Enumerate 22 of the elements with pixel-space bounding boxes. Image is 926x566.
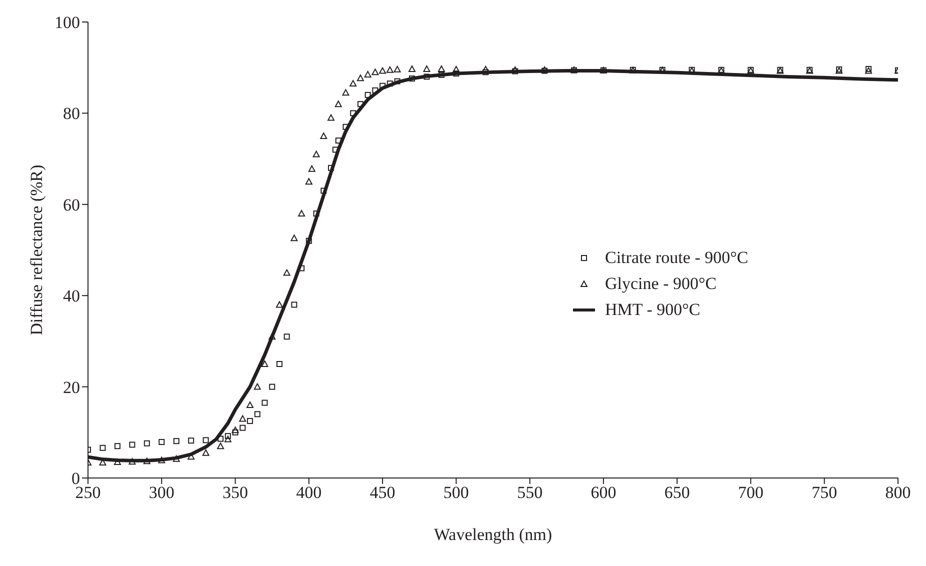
- x-tick-label: 450: [370, 483, 396, 502]
- y-tick-label: 100: [54, 13, 80, 32]
- x-tick-label: 750: [812, 483, 838, 502]
- x-tick-label: 600: [590, 483, 616, 502]
- y-tick-label: 80: [63, 104, 80, 124]
- x-tick-label: 800: [885, 483, 911, 502]
- x-axis-title: Wavelength (nm): [434, 525, 552, 544]
- x-tick-label: 500: [443, 483, 469, 502]
- x-tick-label: 250: [75, 483, 101, 502]
- x-tick-label: 350: [222, 483, 248, 502]
- y-tick-label: 20: [63, 378, 80, 397]
- y-axis-title: Diffuse reflectance (%R): [27, 164, 46, 336]
- legend-label: HMT - 900°C: [605, 300, 700, 320]
- y-tick-label: 40: [63, 286, 80, 306]
- x-tick-label: 300: [148, 483, 174, 502]
- y-tick-label: 60: [63, 195, 80, 214]
- x-tick-label: 700: [738, 483, 764, 502]
- legend-label: Glycine - 900°C: [605, 274, 717, 294]
- x-tick-label: 550: [517, 483, 543, 502]
- legend-label: Citrate route - 900°C: [605, 248, 748, 268]
- x-tick-label: 400: [296, 483, 322, 502]
- x-tick-label: 650: [664, 483, 690, 502]
